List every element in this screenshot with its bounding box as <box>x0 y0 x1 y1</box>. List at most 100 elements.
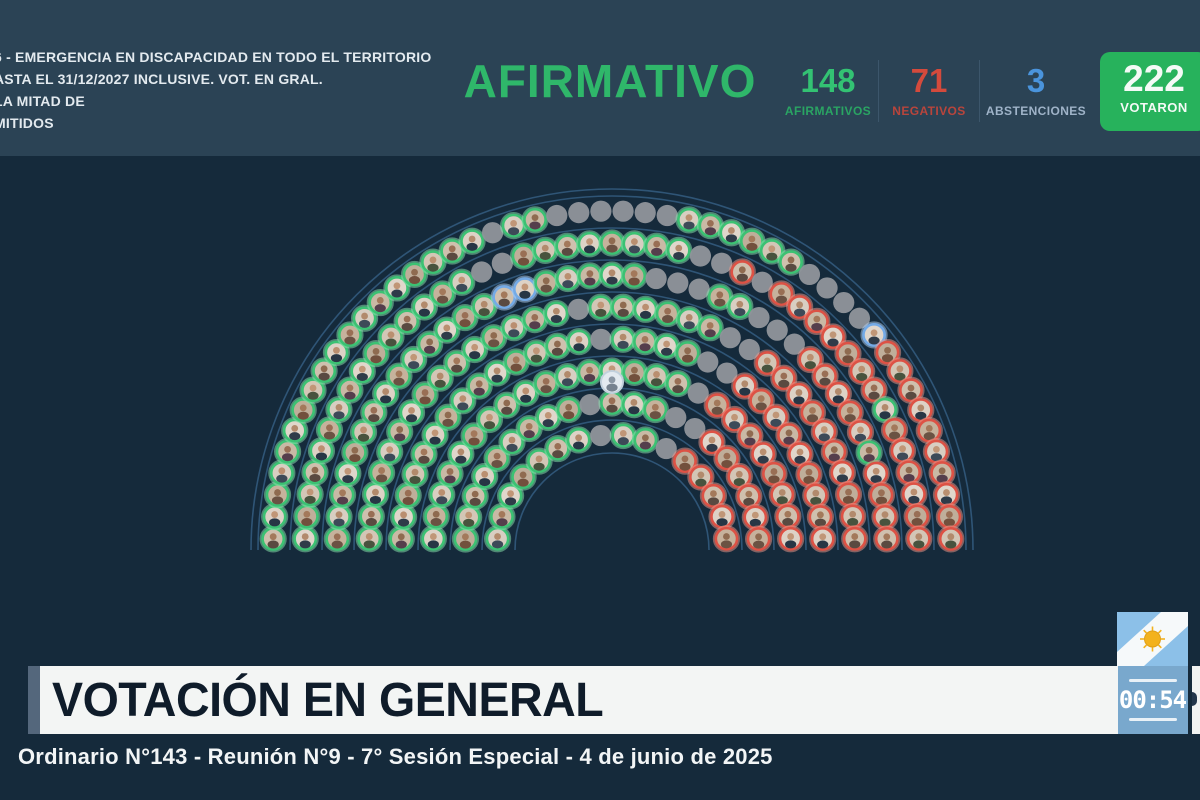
seat-afirmativo <box>498 428 526 456</box>
seat-afirmativo <box>855 438 883 467</box>
avatar-shoulders <box>725 234 738 243</box>
avatar-shoulders <box>459 319 471 328</box>
avatar-head <box>834 388 842 395</box>
avatar-shoulders <box>539 251 551 260</box>
avatar-shoulders <box>409 475 421 484</box>
vote-stage-title: VOTACIÓN EN GENERAL <box>52 673 604 727</box>
avatar-head <box>746 430 754 438</box>
avatar-shoulders <box>385 338 397 347</box>
seat-sin-voto <box>689 245 712 267</box>
avatar-shoulders <box>479 478 491 487</box>
avatar-head <box>597 301 605 309</box>
avatar-head <box>812 489 820 497</box>
seat-afirmativo <box>480 324 508 352</box>
avatar-shoulders <box>455 455 467 464</box>
seat-negativo <box>848 357 876 385</box>
seat-negativo <box>753 349 781 377</box>
seat-negativo <box>839 502 867 531</box>
avatar-head <box>664 307 672 315</box>
avatar-head <box>821 370 829 378</box>
avatar-head <box>339 489 346 497</box>
seat-sin-voto <box>590 200 612 222</box>
avatar-head <box>748 235 756 243</box>
seat-afirmativo <box>565 426 593 454</box>
seat-afirmativo <box>449 387 477 415</box>
seat-afirmativo <box>598 229 626 257</box>
avatar-head <box>674 377 682 385</box>
avatar-shoulders <box>672 385 684 394</box>
avatar-shoulders <box>550 315 562 324</box>
avatar-shoulders <box>469 497 481 506</box>
seat-sin-voto <box>738 338 760 361</box>
avatar-head <box>372 488 379 496</box>
seat-negativo <box>905 525 933 553</box>
avatar-shoulders <box>785 540 797 549</box>
avatar-head <box>891 424 898 432</box>
avatar-head <box>333 533 341 541</box>
avatar-shoulders <box>380 395 392 404</box>
avatar-shoulders <box>563 411 575 420</box>
seat-sin-voto <box>546 204 568 227</box>
seat-sin-voto <box>667 272 689 294</box>
avatar-head <box>544 411 552 419</box>
seat-afirmativo <box>553 363 582 391</box>
seat-negativo <box>886 357 914 385</box>
avatar-shoulders <box>375 474 388 483</box>
seat-sin-voto <box>481 222 504 244</box>
seat-negativo <box>747 387 775 415</box>
avatar-head <box>486 413 493 421</box>
avatar-shoulders <box>695 478 707 487</box>
avatar-shoulders <box>441 331 453 340</box>
avatar-head <box>503 399 511 407</box>
avatar-shoulders <box>491 459 503 468</box>
avatar-shoulders <box>639 441 651 450</box>
avatar-shoulders <box>551 347 563 356</box>
seat-afirmativo <box>620 230 649 258</box>
avatar-head <box>619 301 627 309</box>
avatar-head <box>728 227 735 234</box>
seat-sin-voto <box>697 351 719 373</box>
seat-negativo <box>775 421 803 449</box>
avatar-head <box>787 533 795 540</box>
avatar-shoulders <box>330 354 343 363</box>
avatar-shoulders <box>711 406 723 415</box>
avatar-head <box>274 489 281 496</box>
avatar-shoulders <box>517 257 530 266</box>
avatar-shoulders <box>755 402 767 411</box>
avatar-shoulders <box>704 227 717 236</box>
avatar-head <box>708 436 716 444</box>
avatar-head <box>426 338 434 346</box>
avatar-head <box>905 466 913 474</box>
seat-afirmativo <box>336 321 364 349</box>
avatar-shoulders <box>562 280 574 289</box>
seat-negativo <box>806 503 835 531</box>
avatar-head <box>396 426 404 433</box>
avatar-head <box>439 288 447 296</box>
timer-rule-top <box>1128 679 1177 682</box>
avatar-head <box>564 272 572 280</box>
avatar-head <box>858 365 866 373</box>
avatar-shoulders <box>430 518 442 527</box>
seat-negativo <box>819 323 847 351</box>
seat-sin-voto <box>748 306 770 329</box>
avatar-shoulders <box>473 387 485 396</box>
avatar-shoulders <box>721 459 733 468</box>
avatar-head <box>519 471 527 479</box>
avatar-shoulders <box>734 308 746 317</box>
hemicycle-chart <box>0 156 1200 606</box>
avatar-head <box>481 470 489 478</box>
seat-sin-voto <box>491 252 513 274</box>
avatar-shoulders <box>517 478 529 487</box>
avatar-head <box>291 424 299 432</box>
avatar-shoulders <box>870 475 882 484</box>
seat-afirmativo <box>726 292 754 321</box>
seat-afirmativo <box>411 381 439 409</box>
avatar-shoulders <box>733 478 745 487</box>
avatar-head <box>397 533 405 541</box>
avatar-head <box>619 333 627 341</box>
abstenciones-count: 3 <box>1026 62 1046 99</box>
avatar-shoulders <box>289 432 301 441</box>
avatar-head <box>915 533 923 540</box>
avatar-head <box>429 533 437 540</box>
